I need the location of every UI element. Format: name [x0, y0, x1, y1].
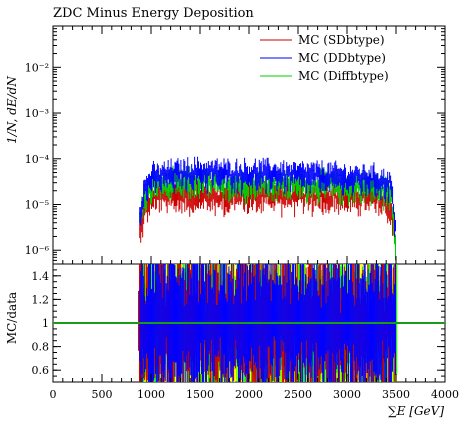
x-tick-label: 2500	[284, 388, 312, 401]
x-tick-label: 500	[92, 388, 113, 401]
main-y-tick-label: 10⁻²	[25, 61, 49, 74]
ratio-y-axis-label: MC/data	[5, 292, 19, 344]
main-y-tick-label: 10⁻³	[25, 107, 49, 120]
ratio-y-tick-label: 1.2	[32, 293, 50, 306]
x-axis: 0 500 1000 1500 2000 2500 3000 3500 4000	[50, 26, 459, 401]
main-y-tick-label: 10⁻⁴	[25, 153, 50, 166]
legend-label-diffbtype: MC (Diffbtype)	[298, 69, 389, 83]
ratio-y-tick-label: 0.8	[32, 341, 50, 354]
x-tick-label: 4000	[431, 388, 459, 401]
x-tick-label: 2000	[235, 388, 263, 401]
chart-title: ZDC Minus Energy Deposition	[53, 6, 254, 21]
ratio-y-axis: 0.6 0.8 1 1.2 1.4	[32, 269, 445, 377]
main-y-axis: 10⁻² 10⁻³ 10⁻⁴ 10⁻⁵ 10⁻⁶	[25, 25, 445, 265]
ratio-y-tick-label: 0.6	[32, 364, 50, 377]
main-plot-area	[139, 156, 397, 261]
x-tick-label: 0	[50, 388, 57, 401]
legend: MC (SDbtype) MC (DDbtype) MC (Diffbtype)	[260, 33, 389, 83]
x-axis-label: ∑E [GeV]	[388, 404, 444, 418]
x-tick-label: 3500	[382, 388, 410, 401]
ratio-y-tick-label: 1.4	[32, 270, 50, 283]
x-tick-label: 1500	[186, 388, 214, 401]
main-y-tick-label: 10⁻⁵	[25, 199, 49, 212]
x-tick-label: 1000	[137, 388, 165, 401]
main-y-axis-label: 1/N, dE/dN	[5, 76, 19, 144]
legend-label-ddbtype: MC (DDbtype)	[298, 51, 386, 65]
ratio-plot-area	[53, 264, 445, 382]
main-panel-frame	[52, 25, 446, 265]
ratio-y-tick-label: 1	[42, 317, 49, 330]
x-tick-label: 3000	[333, 388, 361, 401]
main-y-tick-label: 10⁻⁶	[25, 244, 50, 257]
legend-label-sdbtype: MC (SDbtype)	[298, 33, 385, 47]
